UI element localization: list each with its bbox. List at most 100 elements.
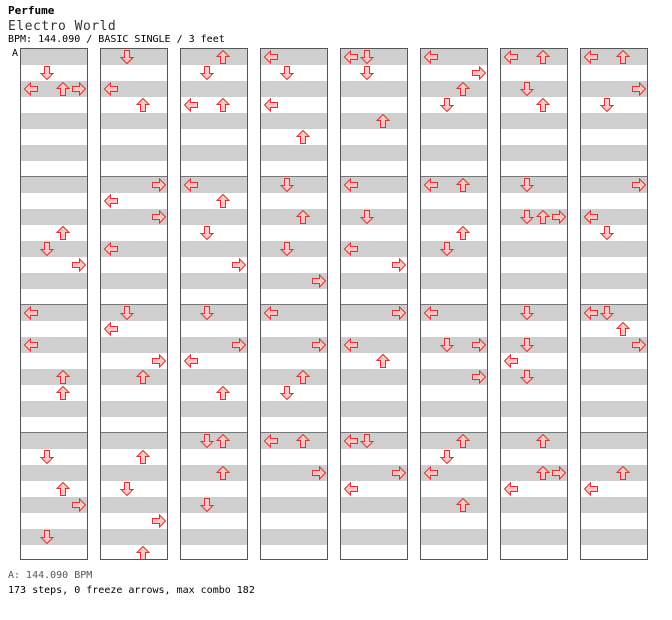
measure-line [421, 176, 487, 177]
row-stripe [501, 529, 567, 545]
row-stripe [261, 49, 327, 65]
row-stripe [341, 273, 407, 289]
right-arrow-icon [391, 257, 407, 273]
row-stripe [581, 273, 647, 289]
row-stripe [501, 401, 567, 417]
row-stripe [581, 241, 647, 257]
down-arrow-icon [599, 225, 615, 241]
row-stripe [421, 465, 487, 481]
row-stripe [341, 369, 407, 385]
row-stripe [261, 273, 327, 289]
row-stripe [181, 209, 247, 225]
up-arrow-icon [135, 369, 151, 385]
right-arrow-icon [151, 353, 167, 369]
row-stripe [261, 81, 327, 97]
row-stripe [341, 465, 407, 481]
row-stripe [181, 145, 247, 161]
right-arrow-icon [151, 177, 167, 193]
left-arrow-icon [183, 177, 199, 193]
measure-line [261, 176, 327, 177]
right-arrow-icon [311, 337, 327, 353]
right-arrow-icon [311, 273, 327, 289]
row-stripe [501, 465, 567, 481]
right-arrow-icon [231, 257, 247, 273]
chart-column [180, 48, 248, 560]
right-arrow-icon [71, 81, 87, 97]
up-arrow-icon [135, 97, 151, 113]
down-arrow-icon [519, 337, 535, 353]
measure-line [581, 432, 647, 433]
row-stripe [261, 145, 327, 161]
row-stripe [101, 497, 167, 513]
down-arrow-icon [359, 209, 375, 225]
down-arrow-icon [39, 65, 55, 81]
row-stripe [501, 241, 567, 257]
row-stripe [581, 113, 647, 129]
left-arrow-icon [423, 465, 439, 481]
measure-line [101, 176, 167, 177]
down-arrow-icon [39, 529, 55, 545]
row-stripe [261, 433, 327, 449]
up-arrow-icon [295, 129, 311, 145]
row-stripe [421, 49, 487, 65]
down-arrow-icon [119, 305, 135, 321]
down-arrow-icon [519, 177, 535, 193]
left-arrow-icon [583, 305, 599, 321]
row-stripe [181, 369, 247, 385]
down-arrow-icon [439, 449, 455, 465]
row-stripe [181, 241, 247, 257]
row-stripe [421, 209, 487, 225]
footer-bpm: A: 144.090 BPM [8, 570, 93, 581]
right-arrow-icon [551, 209, 567, 225]
up-arrow-icon [215, 465, 231, 481]
up-arrow-icon [455, 225, 471, 241]
row-stripe [101, 337, 167, 353]
row-stripe [421, 401, 487, 417]
up-arrow-icon [295, 433, 311, 449]
right-arrow-icon [471, 337, 487, 353]
up-arrow-icon [375, 113, 391, 129]
row-stripe [341, 337, 407, 353]
down-arrow-icon [199, 225, 215, 241]
row-stripe [341, 529, 407, 545]
footer-stats: 173 steps, 0 freeze arrows, max combo 18… [8, 585, 255, 596]
right-arrow-icon [631, 81, 647, 97]
right-arrow-icon [471, 369, 487, 385]
measure-line [341, 304, 407, 305]
up-arrow-icon [535, 97, 551, 113]
up-arrow-icon [375, 353, 391, 369]
up-arrow-icon [535, 209, 551, 225]
left-arrow-icon [583, 209, 599, 225]
row-stripe [101, 145, 167, 161]
right-arrow-icon [71, 497, 87, 513]
row-stripe [261, 465, 327, 481]
measure-line [21, 432, 87, 433]
row-stripe [101, 241, 167, 257]
down-arrow-icon [519, 369, 535, 385]
down-arrow-icon [199, 65, 215, 81]
row-stripe [501, 433, 567, 449]
down-arrow-icon [199, 433, 215, 449]
left-arrow-icon [503, 353, 519, 369]
down-arrow-icon [439, 97, 455, 113]
row-stripe [101, 177, 167, 193]
down-arrow-icon [279, 241, 295, 257]
right-arrow-icon [631, 337, 647, 353]
measure-line [21, 304, 87, 305]
left-arrow-icon [423, 49, 439, 65]
down-arrow-icon [359, 65, 375, 81]
left-arrow-icon [423, 177, 439, 193]
row-stripe [261, 337, 327, 353]
row-stripe [21, 401, 87, 417]
left-arrow-icon [423, 305, 439, 321]
song-info: BPM: 144.090 / BASIC SINGLE / 3 feet [8, 34, 225, 45]
measure-line [421, 432, 487, 433]
row-stripe [581, 209, 647, 225]
right-arrow-icon [631, 177, 647, 193]
up-arrow-icon [55, 481, 71, 497]
row-stripe [581, 177, 647, 193]
measure-line [101, 432, 167, 433]
row-stripe [421, 273, 487, 289]
up-arrow-icon [535, 433, 551, 449]
left-arrow-icon [103, 193, 119, 209]
